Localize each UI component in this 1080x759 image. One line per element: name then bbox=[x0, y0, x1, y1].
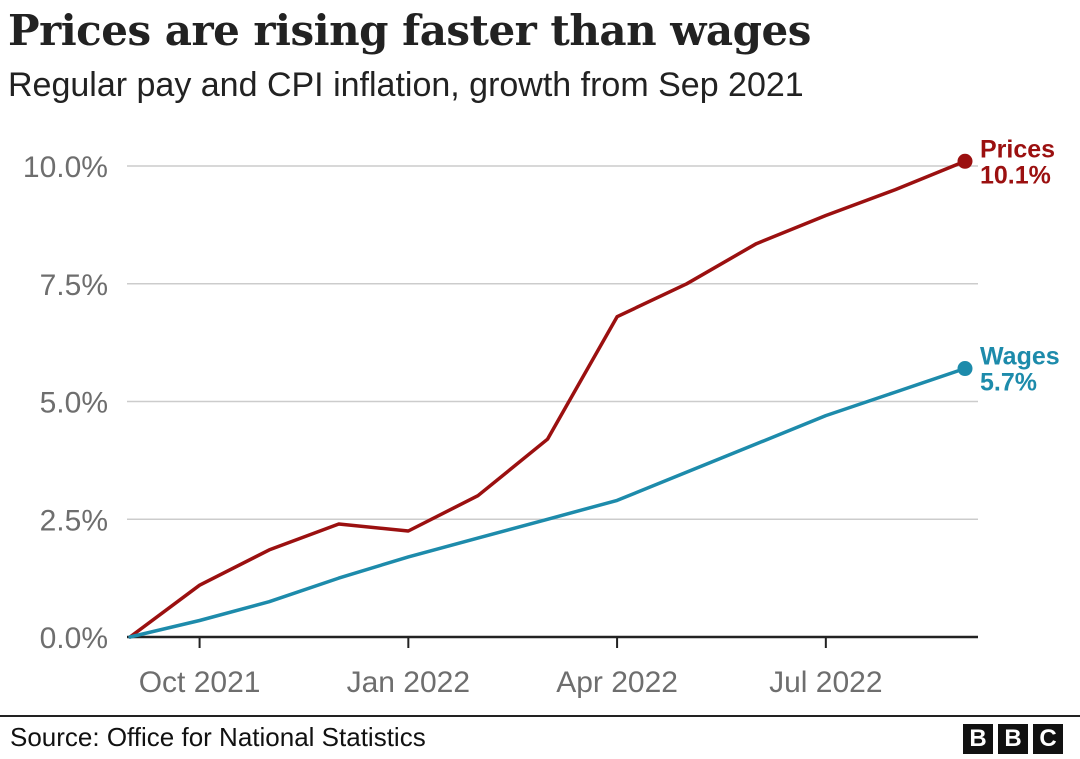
series-lines bbox=[128, 153, 973, 639]
gridlines bbox=[127, 165, 978, 639]
series-name-label: Wages bbox=[980, 343, 1060, 371]
x-tick-label: Oct 2021 bbox=[139, 666, 261, 699]
chart-title: Prices are rising faster than wages bbox=[8, 6, 811, 55]
x-tick-label: Jul 2022 bbox=[769, 666, 882, 699]
series-end-marker-wages bbox=[957, 361, 973, 377]
y-tick-label: 10.0% bbox=[23, 151, 108, 184]
y-tick-label: 5.0% bbox=[40, 387, 108, 420]
footer-rule bbox=[0, 715, 1080, 717]
chart-subtitle: Regular pay and CPI inflation, growth fr… bbox=[8, 66, 804, 104]
series-value-label: 10.1% bbox=[980, 161, 1051, 189]
series-value-label: 5.7% bbox=[980, 369, 1037, 397]
bbc-logo: B B C bbox=[958, 724, 1063, 754]
y-tick-label: 7.5% bbox=[40, 269, 108, 302]
x-tick-label: Jan 2022 bbox=[347, 666, 470, 699]
source-note: Source: Office for National Statistics bbox=[10, 722, 426, 752]
y-tick-label: 2.5% bbox=[40, 504, 108, 537]
y-axis-ticks: 0.0% 2.5% 5.0% 7.5% 10.0% bbox=[23, 151, 108, 655]
line-chart: 0.0% 2.5% 5.0% 7.5% 10.0% Oct 2021 Jan 2022 Ap… bbox=[23, 135, 1060, 699]
logo-letter-c: C bbox=[1033, 724, 1063, 754]
x-tick-label: Apr 2022 bbox=[556, 666, 678, 699]
series-end-marker-prices bbox=[957, 153, 973, 169]
x-axis-ticks: Oct 2021 Jan 2022 Apr 2022 Jul 2022 bbox=[139, 637, 883, 699]
logo-letter-b1: B bbox=[963, 724, 993, 754]
y-tick-label: 0.0% bbox=[40, 622, 108, 655]
logo-letter-b2: B bbox=[998, 724, 1028, 754]
series-name-label: Prices bbox=[980, 135, 1055, 163]
series-line-prices bbox=[128, 159, 967, 639]
series-line-wages bbox=[128, 366, 967, 639]
